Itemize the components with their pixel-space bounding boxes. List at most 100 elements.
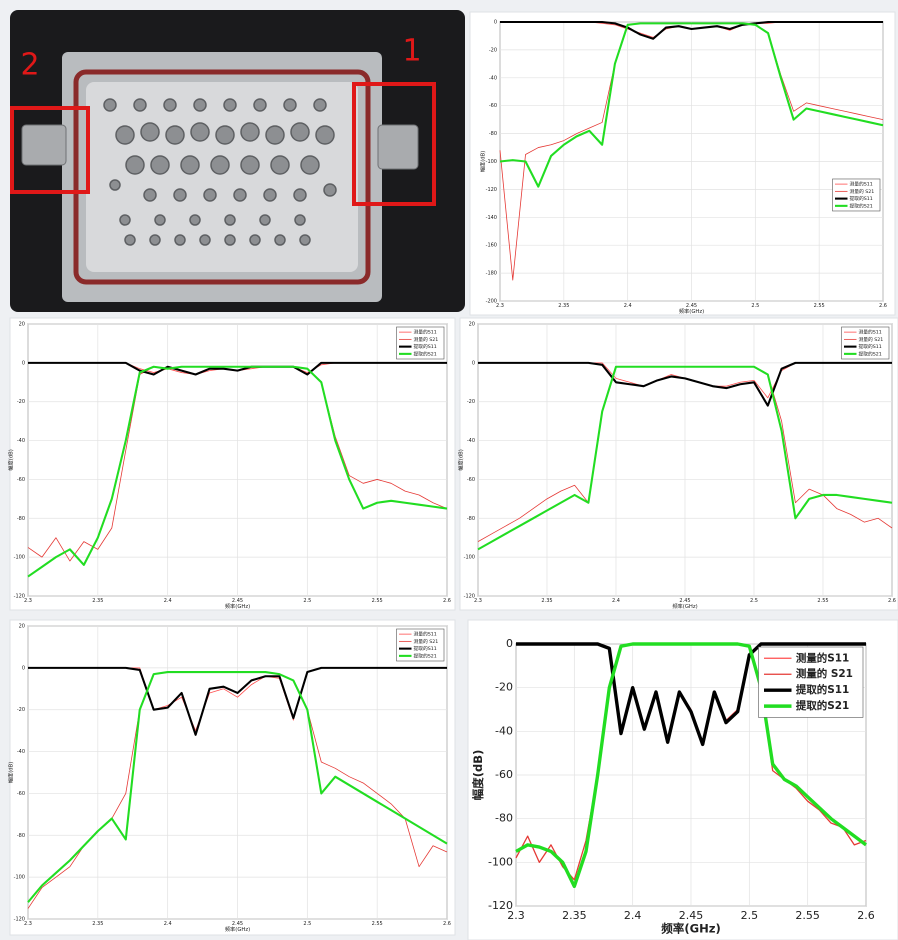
x-tick-label: 2.5	[741, 909, 759, 922]
x-tick-label: 2.6	[888, 598, 896, 604]
legend-label: 测量的 S21	[850, 188, 875, 195]
chart: -200-180-160-140-120-100-80-60-40-2002.3…	[470, 12, 895, 315]
x-tick-label: 2.6	[857, 909, 875, 922]
y-tick-label: 0	[22, 360, 25, 366]
legend-label: 提取的S11	[414, 343, 437, 350]
y-tick-label: -80	[17, 833, 25, 839]
x-tick-label: 2.35	[562, 909, 587, 922]
x-tick-label: 2.3	[474, 598, 482, 604]
legend-label: 提取的S11	[850, 195, 873, 202]
y-tick-label: -100	[486, 159, 497, 165]
legend-label: 测量的 S21	[414, 638, 439, 645]
connector-1	[378, 125, 418, 169]
connector-2	[22, 125, 66, 165]
x-tick-label: 2.3	[496, 303, 504, 309]
y-tick-label: -100	[464, 555, 475, 561]
legend-label: 测量的S11	[414, 631, 437, 638]
x-tick-label: 2.55	[817, 598, 828, 604]
y-tick-label: -60	[17, 477, 25, 483]
y-tick-label: -100	[14, 875, 25, 881]
x-tick-label: 2.55	[795, 909, 820, 922]
y-tick-label: -20	[467, 399, 475, 405]
legend-label: 提取的S11	[859, 343, 882, 350]
x-tick-label: 2.5	[750, 598, 758, 604]
y-tick-label: -20	[17, 399, 25, 405]
y-axis-label: 幅度(dB)	[7, 762, 15, 784]
legend-label: 提取的S21	[414, 350, 437, 357]
legend-label: 测量的S11	[850, 181, 873, 188]
legend-label: 提取的S21	[859, 350, 882, 357]
legend-label: 提取的S11	[796, 683, 849, 696]
x-tick-label: 2.6	[443, 921, 451, 927]
x-tick-label: 2.4	[624, 303, 632, 309]
y-tick-label: -40	[495, 724, 513, 737]
y-tick-label: -160	[486, 243, 497, 249]
legend: 测量的S11测量的 S21提取的S11提取的S21	[833, 179, 881, 211]
x-tick-label: 2.4	[612, 598, 620, 604]
legend-label: 提取的S21	[796, 699, 849, 712]
y-tick-label: -20	[489, 47, 497, 53]
y-tick-label: -180	[486, 271, 497, 277]
y-tick-label: -80	[495, 812, 513, 825]
y-axis-label: 幅度(dB)	[471, 750, 485, 801]
x-tick-label: 2.6	[879, 303, 887, 309]
y-tick-label: 20	[469, 322, 475, 328]
x-tick-label: 2.55	[372, 598, 383, 604]
y-tick-label: -120	[486, 187, 497, 193]
x-tick-label: 2.35	[92, 921, 103, 927]
legend-label: 提取的S21	[414, 652, 437, 659]
x-tick-label: 2.3	[24, 921, 32, 927]
x-tick-label: 2.4	[164, 921, 172, 927]
x-axis-label: 频率(GHz)	[661, 922, 721, 936]
y-tick-label: -80	[17, 516, 25, 522]
y-tick-label: 0	[506, 637, 513, 650]
x-tick-label: 2.3	[24, 598, 32, 604]
x-axis-label: 频率(GHz)	[225, 602, 250, 610]
x-axis-label: 频率(GHz)	[225, 925, 250, 933]
y-tick-label: -40	[467, 438, 475, 444]
y-tick-label: 0	[494, 20, 497, 26]
legend-label: 测量的 S21	[796, 667, 853, 680]
legend: 测量的S11测量的 S21提取的S11提取的S21	[842, 327, 890, 359]
legend-label: 提取的S21	[850, 202, 873, 209]
y-tick-label: 0	[22, 665, 25, 671]
x-tick-label: 2.35	[92, 598, 103, 604]
x-tick-label: 2.4	[164, 598, 172, 604]
x-tick-label: 2.45	[679, 909, 704, 922]
y-axis-label: 幅度(dB)	[479, 151, 487, 173]
x-tick-label: 2.55	[372, 921, 383, 927]
legend-label: 测量的 S21	[414, 336, 439, 343]
legend-label: 提取的S11	[414, 645, 437, 652]
y-tick-label: -20	[495, 681, 513, 694]
port-label: 1	[402, 34, 421, 69]
y-tick-label: 20	[19, 624, 25, 630]
y-tick-label: 20	[19, 322, 25, 328]
y-tick-label: -40	[17, 438, 25, 444]
x-tick-label: 2.6	[443, 598, 451, 604]
y-axis-label: 幅度(dB)	[457, 449, 465, 471]
x-tick-label: 2.3	[507, 909, 525, 922]
legend-label: 测量的S11	[859, 329, 882, 336]
x-tick-label: 2.5	[303, 921, 311, 927]
y-tick-label: -60	[489, 103, 497, 109]
photo: 2 1	[10, 10, 465, 312]
y-axis-label: 幅度(dB)	[7, 449, 15, 471]
legend: 测量的S11 测量的 S21 提取的S11 提取的S21	[759, 647, 864, 717]
legend-label: 测量的S11	[796, 651, 849, 664]
x-tick-label: 2.35	[541, 598, 552, 604]
y-tick-label: -100	[14, 555, 25, 561]
x-tick-label: 2.35	[558, 303, 569, 309]
y-tick-label: -60	[495, 768, 513, 781]
x-axis-label: 频率(GHz)	[679, 307, 704, 315]
y-tick-label: 0	[472, 360, 475, 366]
y-tick-label: -140	[486, 215, 497, 221]
y-tick-label: -40	[17, 749, 25, 755]
y-tick-label: -80	[467, 516, 475, 522]
y-tick-label: -40	[489, 75, 497, 81]
y-tick-label: -60	[467, 477, 475, 483]
port-label: 2	[20, 48, 39, 83]
